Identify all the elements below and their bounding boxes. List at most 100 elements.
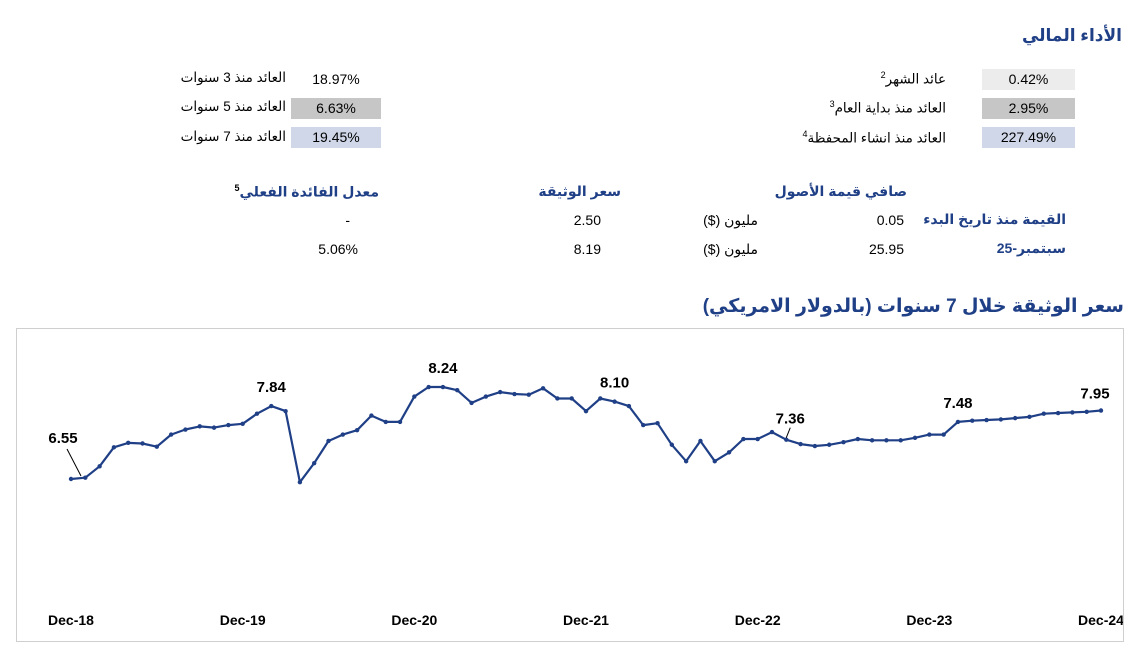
- data-point: [383, 419, 388, 425]
- data-point: [869, 438, 875, 443]
- data-point: [226, 422, 231, 428]
- data-point: [998, 417, 1004, 422]
- data-point: [283, 408, 288, 414]
- data-point: [726, 450, 732, 455]
- data-point: [741, 436, 746, 442]
- data-point: [555, 396, 560, 401]
- data-point: [698, 438, 703, 444]
- row-inception-unit: مليون ($): [703, 212, 758, 228]
- data-point: [755, 436, 760, 442]
- data-point: [784, 437, 789, 442]
- row-inception-yield: -: [345, 212, 350, 228]
- data-point: [397, 419, 403, 425]
- nav-header: صافي قيمة الأصول: [774, 183, 907, 199]
- data-point: [426, 384, 431, 390]
- row-current-price: 8.19: [573, 241, 601, 257]
- unit-price-header: سعر الوثيقة: [538, 183, 621, 199]
- data-point: [83, 475, 88, 480]
- data-point: [798, 441, 803, 447]
- data-point: [583, 408, 589, 414]
- data-label: 8.24: [428, 360, 458, 377]
- inception-return-label: العائد منذ انشاء المحفظة4: [802, 129, 946, 146]
- x-tick-label: Dec-23: [906, 612, 952, 628]
- data-point: [340, 432, 346, 437]
- return-7y-value: 19.45%: [291, 127, 381, 148]
- annotation-leader-line: [66, 448, 82, 477]
- data-point: [669, 442, 675, 447]
- x-tick-label: Dec-18: [48, 612, 94, 628]
- data-point: [912, 435, 918, 440]
- data-point: [1055, 410, 1061, 416]
- row-inception-price: 2.50: [573, 212, 601, 228]
- data-point: [512, 391, 517, 397]
- data-point: [598, 396, 603, 401]
- data-point: [641, 422, 646, 428]
- month-return-label: عائد الشهر2: [880, 70, 946, 87]
- x-tick-label: Dec-20: [391, 612, 437, 628]
- row-current-unit: مليون ($): [703, 241, 758, 257]
- data-label: 7.36: [776, 411, 805, 428]
- annotation-leader-line: [785, 427, 791, 438]
- data-point: [1012, 415, 1018, 421]
- data-point: [168, 432, 174, 437]
- data-point: [254, 411, 260, 416]
- month-return-value: 0.42%: [982, 69, 1075, 90]
- row-current-yield: 5.06%: [318, 241, 358, 257]
- ytd-return-value: 2.95%: [982, 98, 1075, 119]
- chart-frame: 6.55 7.84 8.24 8.10 7.36 7.48 7.95 Dec-18 Dec-19…: [16, 328, 1124, 642]
- data-point: [68, 476, 74, 482]
- data-point: [140, 441, 145, 446]
- return-5y-value: 6.63%: [291, 98, 381, 119]
- data-point: [311, 460, 317, 466]
- data-label: 6.55: [48, 430, 77, 447]
- data-point: [154, 444, 160, 449]
- data-point: [497, 389, 503, 395]
- data-point: [483, 394, 489, 399]
- x-tick-label: Dec-21: [563, 612, 609, 628]
- inception-return-value: 227.49%: [982, 127, 1075, 148]
- data-label: 7.84: [257, 379, 287, 396]
- return-3y-value: 18.97%: [291, 69, 381, 90]
- data-point: [455, 388, 460, 393]
- data-point: [97, 464, 102, 469]
- x-tick-label: Dec-24: [1078, 612, 1123, 628]
- data-point: [841, 440, 846, 445]
- row-current-nav: 25.95: [868, 241, 904, 257]
- data-point: [440, 384, 446, 390]
- data-point: [269, 403, 274, 409]
- data-point: [955, 419, 961, 425]
- data-point: [126, 440, 131, 446]
- data-point: [855, 436, 861, 442]
- data-point: [826, 442, 832, 447]
- x-tick-label: Dec-19: [220, 612, 266, 628]
- row-inception-nav: 0.05: [876, 212, 904, 228]
- data-point: [1084, 409, 1089, 414]
- data-point: [655, 420, 660, 426]
- data-point: [898, 438, 903, 443]
- data-point: [354, 427, 360, 433]
- data-label: 7.48: [943, 395, 972, 412]
- return-7y-label: العائد منذ 7 سنوات: [180, 129, 286, 144]
- chart-title: سعر الوثيقة خلال 7 سنوات (بالدولار الامر…: [702, 296, 1124, 317]
- data-point: [1098, 408, 1104, 413]
- data-point: [369, 413, 374, 418]
- data-point: [111, 445, 117, 450]
- data-point: [183, 427, 188, 432]
- data-point: [469, 400, 474, 406]
- data-point: [984, 417, 989, 423]
- data-point: [1041, 411, 1046, 416]
- data-point: [240, 421, 245, 427]
- data-point: [812, 443, 818, 449]
- data-point: [941, 432, 946, 437]
- data-point: [412, 394, 417, 399]
- data-label: 8.10: [600, 375, 629, 392]
- data-point: [769, 429, 775, 435]
- data-point: [297, 479, 303, 485]
- price-line-chart: 6.55 7.84 8.24 8.10 7.36 7.48 7.95 Dec-18 Dec-19…: [48, 360, 1124, 628]
- data-point: [326, 438, 331, 444]
- data-point: [712, 459, 717, 464]
- data-point: [540, 386, 546, 391]
- data-point: [927, 432, 932, 437]
- data-point: [569, 396, 574, 401]
- x-tick-label: Dec-22: [735, 612, 781, 628]
